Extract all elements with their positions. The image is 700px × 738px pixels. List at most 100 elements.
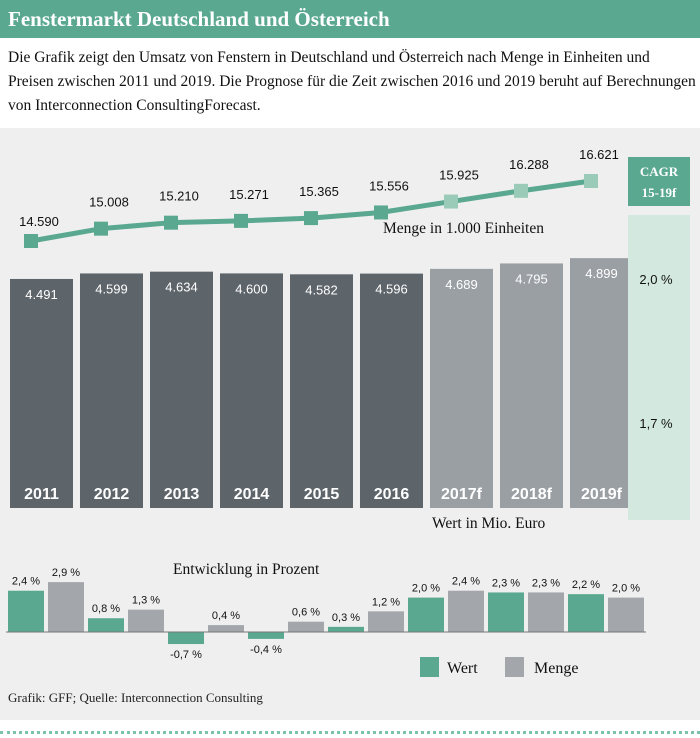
line-value-label: 16.621 (579, 147, 619, 162)
bar-value-label: 4.689 (445, 277, 478, 292)
line-marker (584, 174, 598, 188)
percent-label: 2,4 % (452, 576, 480, 588)
line-marker (94, 221, 108, 236)
value-bar (430, 268, 493, 508)
line-marker (514, 183, 528, 198)
page-title: Fenstermarkt Deutschland und Österreich (0, 0, 700, 38)
year-label: 2011 (24, 486, 59, 503)
legend-swatch-menge (505, 657, 524, 677)
bar-value-label: 4.596 (375, 282, 408, 297)
percent-label: 2,3 % (492, 577, 520, 589)
percent-bar (408, 597, 444, 632)
percent-label: 2,0 % (612, 583, 640, 595)
value-bar (290, 274, 353, 508)
percent-label: 2,3 % (532, 577, 560, 589)
percent-label: 2,0 % (412, 583, 440, 595)
line-marker (374, 205, 388, 220)
percent-bar (528, 592, 564, 632)
legend-label-menge: Menge (534, 660, 578, 677)
cagr-header (628, 157, 690, 206)
source-note: Grafik: GFF; Quelle: Interconnection Con… (8, 690, 263, 705)
percent-bar (128, 609, 164, 632)
bar-value-label: 4.599 (95, 281, 128, 296)
line-value-label: 15.271 (229, 187, 269, 202)
line-segment (170, 218, 242, 226)
line-marker (24, 234, 38, 248)
description: Die Grafik zeigt den Umsatz von Fenstern… (8, 49, 696, 114)
percent-bar (328, 626, 364, 632)
cagr-wert: 1,7 % (639, 416, 673, 431)
percent-bar (448, 590, 484, 632)
line-segment (450, 188, 522, 205)
percent-bar (608, 597, 644, 632)
percent-bar (568, 594, 604, 632)
line-segment (30, 226, 102, 244)
line-segment (310, 209, 382, 221)
percent-label: -0,7 % (170, 649, 202, 661)
cagr-panel (628, 215, 690, 520)
line-segment (100, 220, 172, 232)
line-segment (520, 178, 592, 194)
bar-value-label: 4.899 (585, 266, 618, 281)
value-bar (150, 271, 213, 508)
legend-label-wert: Wert (447, 660, 478, 677)
percent-bar (248, 632, 284, 639)
line-marker (304, 211, 318, 226)
percent-bar (88, 618, 124, 632)
line-value-label: 15.556 (369, 178, 409, 193)
year-label: 2019f (581, 486, 623, 503)
cagr-label: CAGR (640, 164, 679, 179)
line-chart-title: Menge in 1.000 Einheiten (383, 220, 544, 237)
bar-value-label: 4.582 (305, 282, 338, 297)
value-bar (80, 273, 143, 508)
percent-bar (488, 592, 524, 632)
percent-bar (208, 625, 244, 632)
percent-bar (368, 611, 404, 632)
line-value-label: 15.365 (299, 184, 339, 199)
percent-bar (48, 582, 84, 632)
percent-chart-title: Entwicklung in Prozent (173, 561, 320, 578)
percent-label: 2,4 % (12, 576, 40, 588)
percent-label: 0,8 % (92, 603, 120, 615)
percent-label: 1,2 % (372, 596, 400, 608)
percent-bar (168, 632, 204, 645)
legend-swatch-wert (420, 657, 439, 677)
percent-label: 0,3 % (332, 612, 360, 624)
line-marker (234, 213, 248, 228)
percent-label: 2,2 % (572, 579, 600, 591)
cagr-label: 15-19f (642, 185, 677, 200)
cagr-menge: 2,0 % (639, 272, 673, 287)
percent-label: 0,6 % (292, 607, 320, 619)
value-bar (10, 278, 73, 508)
percent-label: 2,9 % (52, 567, 80, 579)
value-bar (570, 258, 633, 508)
percent-label: 0,4 % (212, 610, 240, 622)
line-value-label: 14.590 (19, 214, 59, 229)
year-label: 2014 (234, 486, 270, 503)
line-value-label: 15.925 (439, 168, 479, 183)
year-label: 2013 (164, 486, 200, 503)
year-label: 2017f (441, 486, 483, 503)
divider (0, 731, 700, 734)
percent-bar (8, 590, 44, 632)
line-segment (380, 199, 452, 215)
value-bar (220, 273, 283, 508)
line-value-label: 15.008 (89, 195, 129, 210)
year-label: 2016 (374, 486, 410, 503)
percent-label: -0,4 % (250, 644, 282, 656)
line-value-label: 16.288 (509, 157, 549, 172)
line-value-label: 15.210 (159, 189, 199, 204)
bar-value-label: 4.795 (515, 271, 548, 286)
value-bar (360, 273, 423, 508)
bar-chart-title: Wert in Mio. Euro (432, 515, 546, 532)
line-segment (240, 215, 312, 224)
percent-bar (288, 621, 324, 632)
percent-label: 1,3 % (132, 595, 160, 607)
year-label: 2015 (304, 486, 340, 503)
bar-value-label: 4.600 (235, 281, 268, 296)
line-marker (164, 215, 178, 230)
bar-value-label: 4.491 (25, 287, 58, 302)
value-bar (500, 263, 563, 508)
year-label: 2012 (94, 486, 130, 503)
